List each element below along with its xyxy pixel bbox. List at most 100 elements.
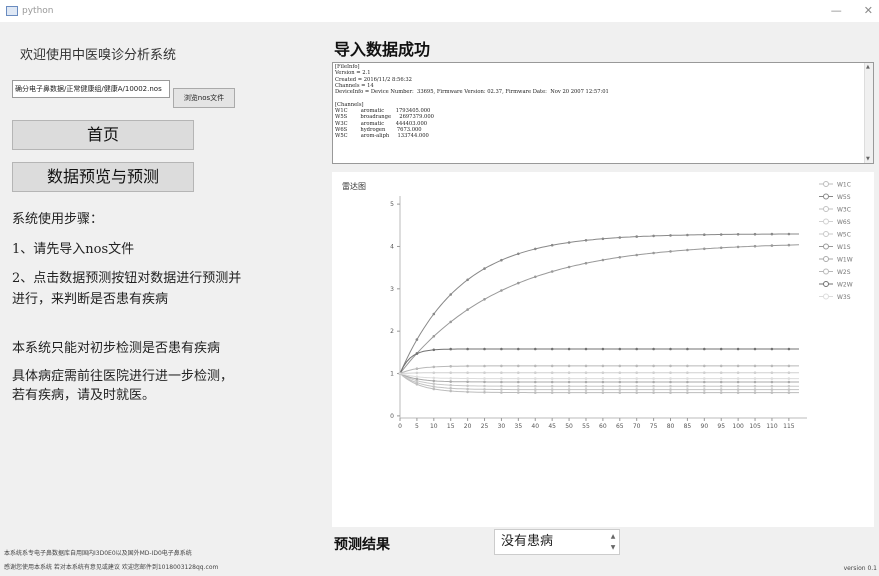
series-line-W5C (399, 373, 799, 387)
spin-down-icon[interactable]: ▼ (610, 544, 616, 551)
series-point-W5C (736, 384, 740, 388)
series-point-W2W (500, 347, 503, 351)
legend-label-W5S: W5S (837, 194, 851, 201)
result-spinbox[interactable]: 没有患病 ▲ ▼ (494, 529, 620, 555)
series-point-W3S (770, 377, 774, 380)
series-point-W6S (432, 371, 436, 375)
preview-predict-button[interactable]: 数据预览与预测 (12, 162, 194, 192)
series-point-W1W (618, 380, 622, 384)
info-line: Version = 2.1 (335, 70, 371, 77)
series-point-W1S (432, 335, 436, 338)
series-point-W5C (787, 384, 791, 388)
series-point-W6S (618, 371, 622, 374)
series-point-W3S (652, 377, 655, 380)
spin-up-icon[interactable]: ▲ (610, 533, 616, 540)
series-point-W2W (601, 347, 605, 351)
x-tick-label: 100 (732, 423, 744, 430)
series-point-W1C (500, 391, 503, 394)
info-line: W1C aromatic 1793405.000 (335, 108, 431, 115)
series-point-W6S (517, 371, 520, 374)
legend-label-W2W: W2W (837, 282, 853, 289)
close-button[interactable]: ✕ (863, 4, 873, 17)
series-point-W1C (432, 387, 436, 391)
series-point-W3S (500, 377, 503, 380)
series-point-W1C (703, 391, 706, 394)
series-point-W3S (601, 377, 605, 380)
home-button[interactable]: 首页 (12, 120, 194, 150)
series-point-W1W (669, 380, 672, 384)
series-point-W1C (736, 391, 740, 394)
series-point-W1W (415, 377, 419, 381)
series-point-W3C (635, 388, 638, 391)
series-point-W5C (601, 384, 605, 388)
series-point-W5C (618, 384, 622, 388)
legend-label-W1C: W1C (837, 182, 851, 189)
series-point-W5S (652, 234, 655, 238)
x-tick-label: 10 (430, 423, 438, 430)
file-info-lines: [FileInfo] Version = 2.1 Created = 2016/11… (333, 63, 873, 140)
spin-buttons[interactable]: ▲ ▼ (608, 531, 618, 553)
x-tick-label: 110 (766, 423, 778, 430)
series-point-W3C (601, 388, 605, 391)
series-point-W2S (770, 364, 774, 368)
series-point-W5S (736, 233, 740, 236)
series-point-W6S (635, 371, 638, 374)
series-point-W1C (517, 391, 520, 394)
series-point-W3S (517, 377, 520, 380)
series-point-W1C (618, 391, 622, 394)
series-point-W1C (770, 391, 774, 394)
series-point-W3S (736, 377, 740, 380)
series-point-W3C (703, 388, 706, 391)
legend-label-W1W: W1W (837, 257, 853, 264)
series-point-W3C (550, 388, 554, 391)
series-point-W6S (449, 371, 452, 374)
series-point-W2W (432, 348, 436, 352)
app-icon (6, 6, 18, 16)
series-point-W3S (703, 377, 706, 380)
series-point-W1S (466, 308, 469, 311)
y-tick-label: 3 (390, 286, 394, 293)
series-point-W5S (550, 243, 554, 247)
series-point-W1C (652, 391, 655, 394)
browse-nos-button[interactable]: 浏览nos文件 (173, 88, 235, 108)
series-point-W5C (483, 384, 486, 388)
series-point-W3S (686, 377, 689, 380)
series-point-W2S (686, 364, 689, 368)
series-point-W1S (449, 320, 452, 324)
series-point-W5S (466, 278, 469, 282)
file-path-input[interactable]: 确分电子鼻数据/正常健康组/健康A/10002.nos (12, 80, 170, 98)
series-point-W5S (567, 241, 571, 244)
series-point-W3C (753, 388, 757, 391)
x-tick-label: 55 (582, 423, 590, 430)
x-tick-label: 30 (498, 423, 506, 430)
series-point-W5C (517, 384, 520, 388)
x-tick-label: 85 (684, 423, 692, 430)
series-point-W1C (686, 391, 689, 394)
series-point-W2S (618, 364, 622, 368)
x-tick-label: 40 (531, 423, 539, 430)
series-point-W3S (719, 377, 723, 380)
series-point-W2W (567, 347, 571, 351)
series-line-W1S (399, 244, 800, 374)
series-point-W2W (635, 347, 638, 351)
info-scrollbar[interactable]: ▲ ▼ (864, 63, 873, 163)
series-point-W2W (550, 347, 554, 351)
series-point-W5S (753, 232, 757, 236)
series-point-W5S (669, 234, 672, 237)
series-point-W1W (449, 380, 452, 383)
series-point-W1S (652, 251, 655, 255)
series-point-W1W (567, 380, 571, 384)
scroll-down-icon[interactable]: ▼ (866, 156, 870, 162)
series-point-W6S (736, 371, 740, 374)
scroll-up-icon[interactable]: ▲ (866, 64, 870, 70)
file-info-textbox[interactable]: [FileInfo] Version = 2.1 Created = 2016/11… (332, 62, 874, 164)
minimize-button[interactable]: — (830, 4, 842, 17)
steps-title: 系统使用步骤： (12, 212, 104, 227)
series-point-W5S (770, 232, 774, 236)
series-point-W1S (635, 253, 638, 257)
series-point-W1C (567, 391, 571, 394)
note-line-1: 本系统只能对初步检测是否患有疾病 (12, 341, 221, 356)
legend-label-W3C: W3C (837, 207, 851, 214)
series-point-W2W (517, 347, 520, 351)
